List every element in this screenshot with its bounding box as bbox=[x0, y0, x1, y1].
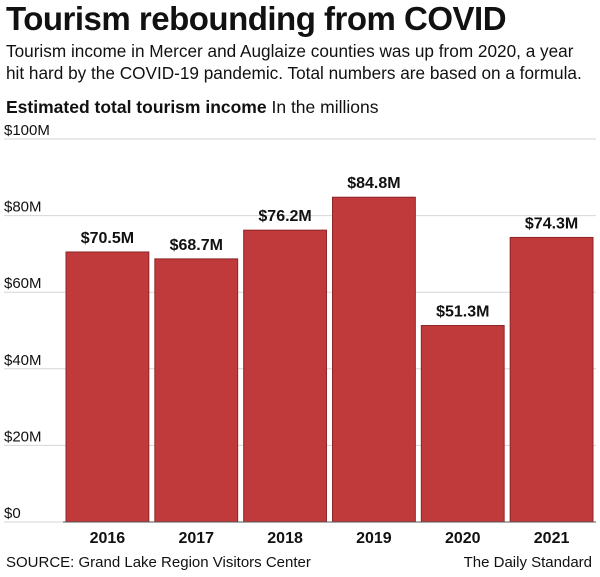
bar bbox=[420, 325, 505, 523]
data-label: $68.7M bbox=[170, 237, 223, 254]
source-note: SOURCE: Grand Lake Region Visitors Cente… bbox=[6, 554, 311, 571]
data-label: $70.5M bbox=[81, 230, 134, 247]
x-tick-label: 2020 bbox=[445, 530, 481, 547]
y-tick-label: $40M bbox=[4, 352, 42, 369]
x-tick-label: 2019 bbox=[356, 530, 392, 547]
y-tick-label: $80M bbox=[4, 199, 42, 216]
subtitle-bold: Estimated total tourism income bbox=[6, 97, 267, 117]
y-tick-label: $0 bbox=[4, 505, 21, 522]
bar bbox=[154, 258, 239, 523]
credit-note: The Daily Standard bbox=[463, 554, 592, 571]
x-tick-label: 2018 bbox=[267, 530, 303, 547]
bar-chart: $0 $20M $40M $60M $80M $100M $70.5M 2016 $68.7M 2… bbox=[4, 125, 596, 547]
data-label: $76.2M bbox=[258, 208, 311, 225]
chart-description: Tourism income in Mercer and Auglaize co… bbox=[6, 41, 582, 83]
x-tick-label: 2016 bbox=[90, 530, 126, 547]
y-tick-label: $100M bbox=[4, 125, 50, 139]
data-label: $74.3M bbox=[525, 215, 578, 232]
data-label: $51.3M bbox=[436, 304, 489, 321]
x-tick-label: 2017 bbox=[178, 530, 214, 547]
chart-subtitle: Estimated total tourism income In the mi… bbox=[6, 97, 378, 118]
bar bbox=[243, 229, 328, 523]
bar bbox=[332, 196, 416, 523]
y-tick-label: $20M bbox=[4, 428, 42, 445]
bar bbox=[509, 236, 594, 523]
x-tick-label: 2021 bbox=[534, 530, 570, 547]
y-tick-label: $60M bbox=[4, 275, 42, 292]
bar bbox=[65, 251, 150, 523]
data-label: $84.8M bbox=[347, 175, 400, 192]
chart-title: Tourism rebounding from COVID bbox=[6, 0, 507, 37]
subtitle-note: In the millions bbox=[271, 97, 379, 117]
